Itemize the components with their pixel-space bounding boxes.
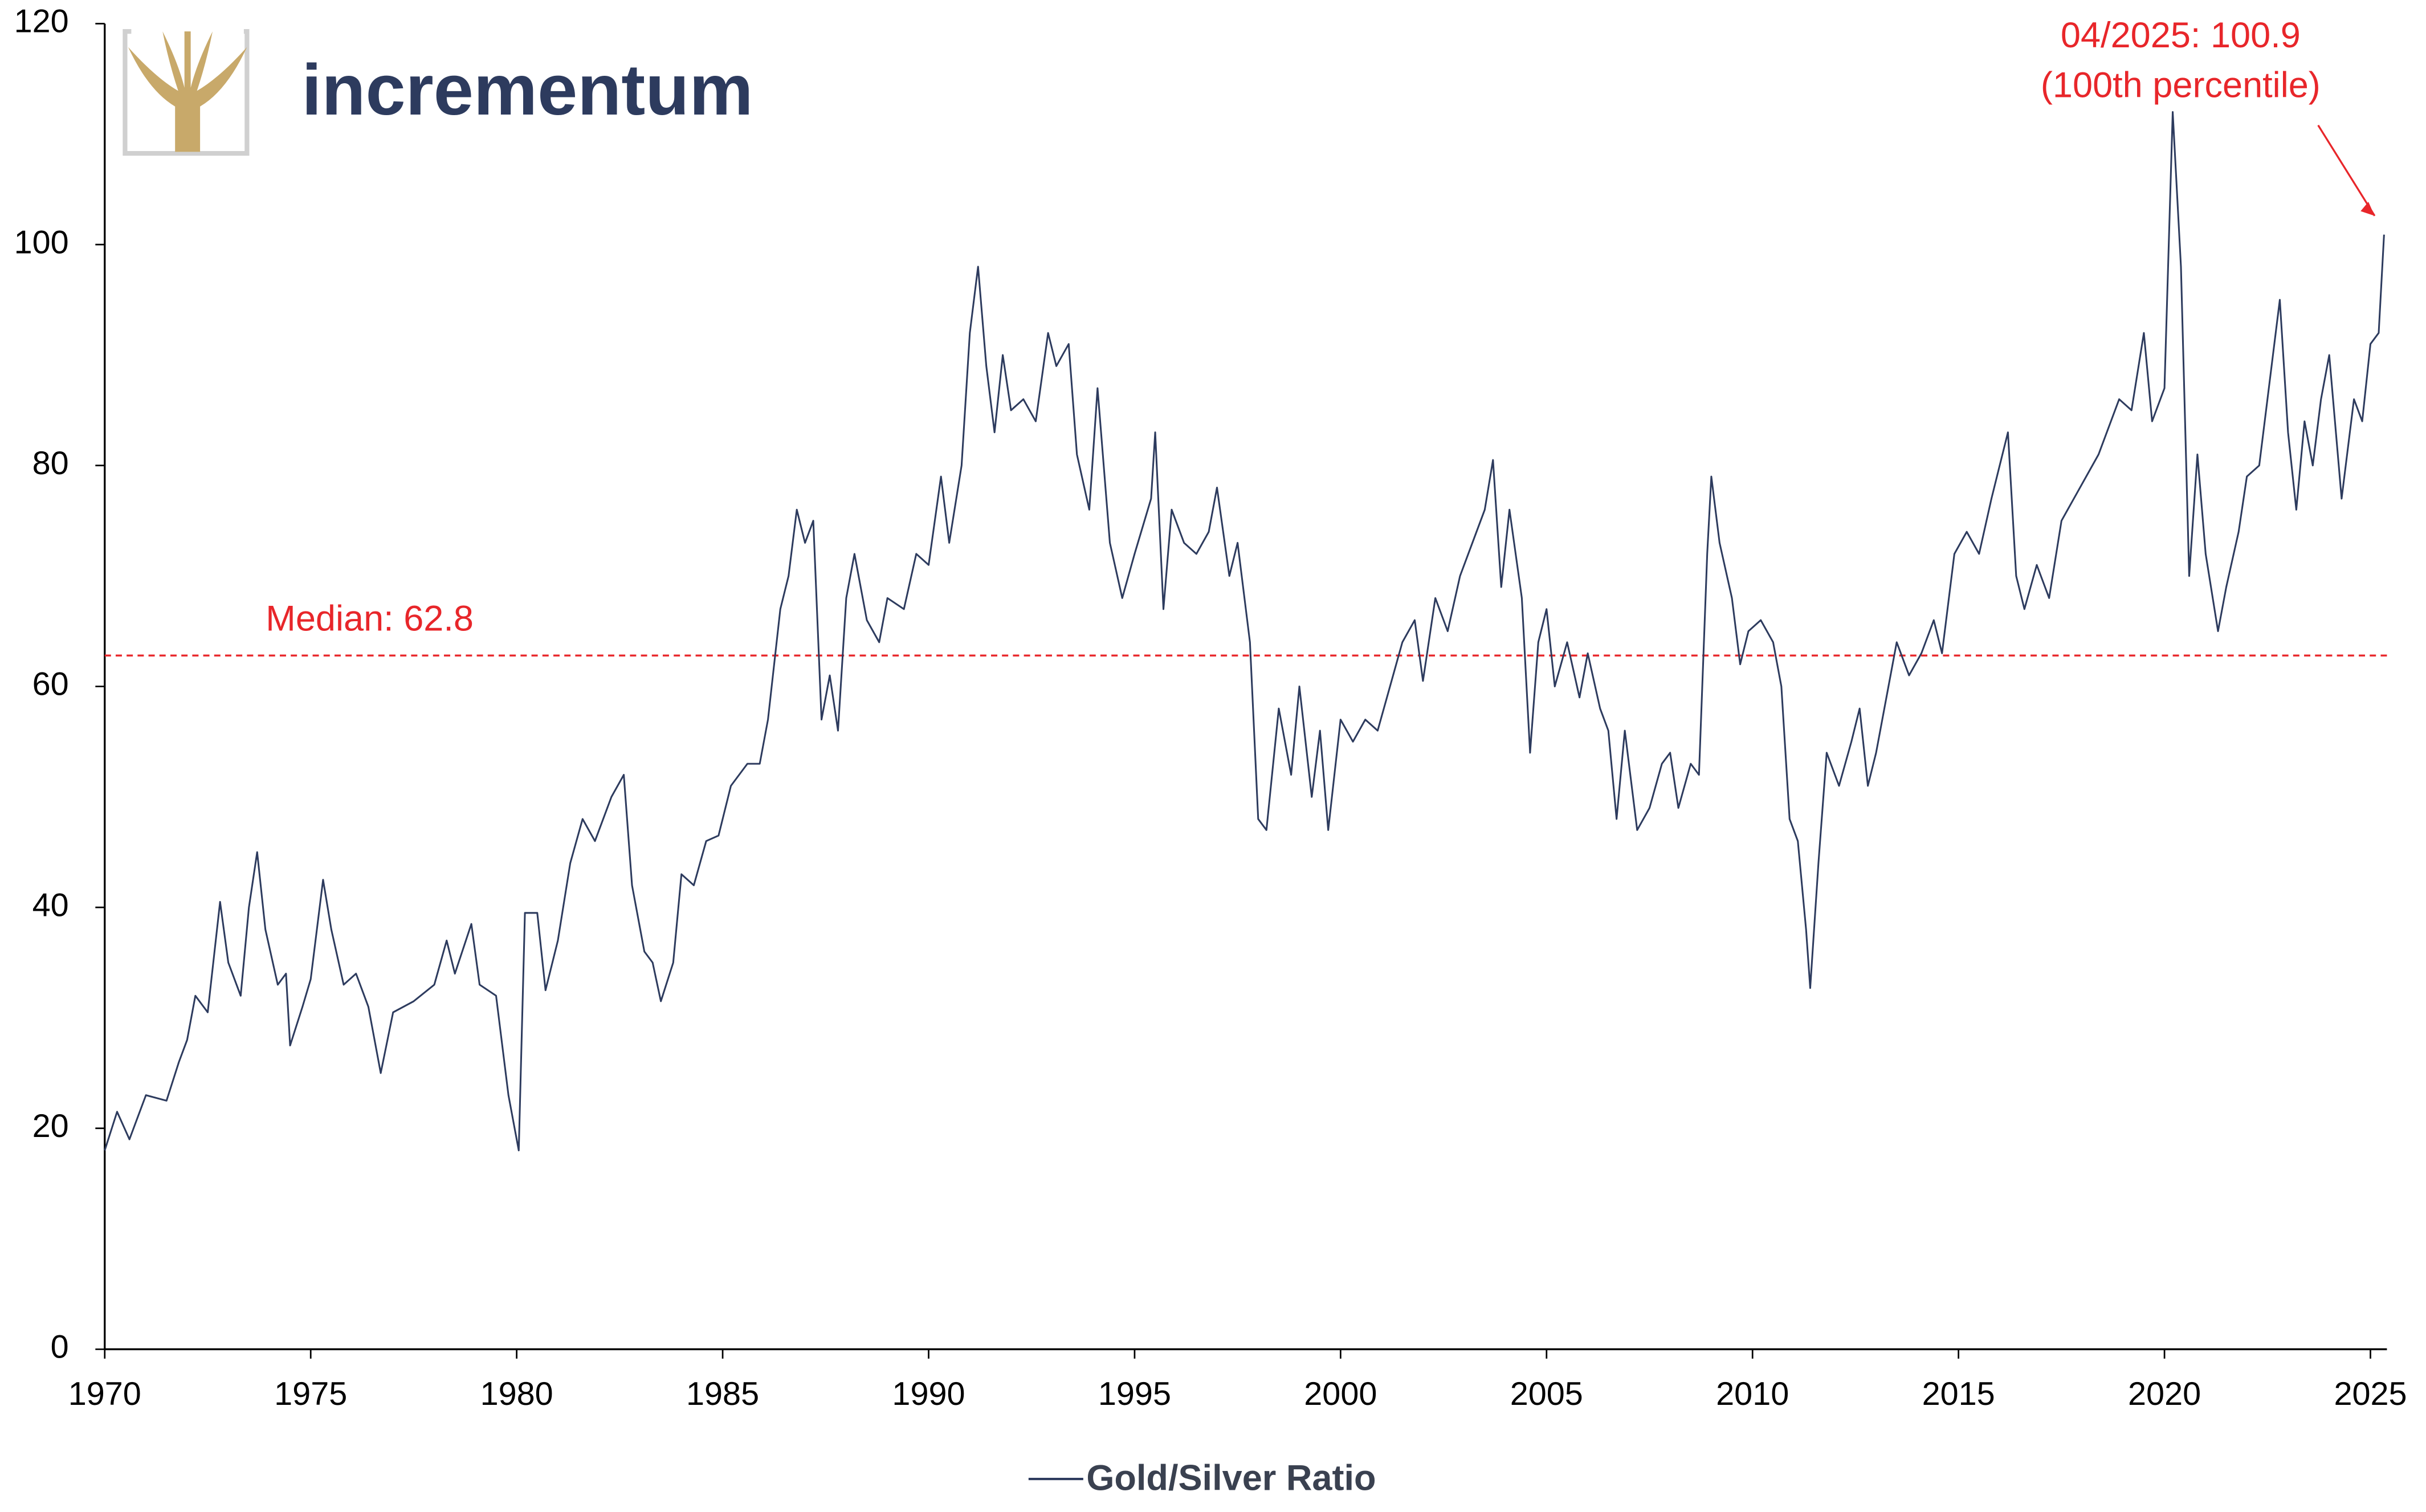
x-tick-label: 2000 xyxy=(1304,1376,1377,1412)
median-label: Median: 62.8 xyxy=(266,598,474,638)
y-tick-label: 80 xyxy=(32,445,69,482)
logo-text: incrementum xyxy=(301,50,753,130)
annotation-arrow xyxy=(2317,124,2376,217)
annotation-arrowhead xyxy=(2360,202,2375,216)
x-tick-label: 1975 xyxy=(274,1376,347,1412)
legend-label: Gold/Silver Ratio xyxy=(1086,1458,1376,1498)
annotation: (100th percentile) xyxy=(2041,66,2321,105)
series-line xyxy=(104,111,2385,1152)
x-tick-label: 2005 xyxy=(1510,1376,1583,1412)
y-tick-label: 60 xyxy=(32,666,69,703)
y-tick-label: 0 xyxy=(51,1329,69,1366)
x-tick-label: 2025 xyxy=(2334,1376,2407,1412)
x-tick-label: 2020 xyxy=(2128,1376,2201,1412)
x-tick-label: 2015 xyxy=(1922,1376,1995,1412)
annotation: 04/2025: 100.9 xyxy=(2061,15,2301,55)
x-tick-label: 1985 xyxy=(686,1376,759,1412)
y-tick-label: 100 xyxy=(14,224,69,260)
x-tick-label: 1970 xyxy=(68,1376,141,1412)
logo-icon xyxy=(123,28,250,156)
x-tick-label: 1990 xyxy=(892,1376,965,1412)
y-tick-label: 120 xyxy=(14,3,69,40)
logo-tree xyxy=(128,31,247,152)
x-tick-label: 2010 xyxy=(1716,1376,1789,1412)
y-tick-label: 40 xyxy=(32,887,69,923)
x-tick-label: 1995 xyxy=(1098,1376,1171,1412)
x-tick-label: 1980 xyxy=(480,1376,553,1412)
y-tick-label: 20 xyxy=(32,1108,69,1144)
